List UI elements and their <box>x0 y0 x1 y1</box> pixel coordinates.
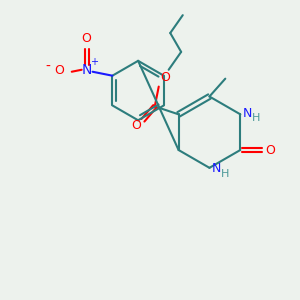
Text: N: N <box>212 162 221 175</box>
Text: H: H <box>221 169 230 179</box>
Text: N: N <box>243 107 252 120</box>
Text: N: N <box>81 63 92 77</box>
Text: H: H <box>252 113 260 123</box>
Text: -: - <box>46 60 50 74</box>
Text: O: O <box>131 119 141 132</box>
Text: O: O <box>54 64 64 77</box>
Text: O: O <box>161 71 171 84</box>
Text: +: + <box>89 57 98 67</box>
Text: O: O <box>82 32 92 44</box>
Text: O: O <box>265 143 275 157</box>
